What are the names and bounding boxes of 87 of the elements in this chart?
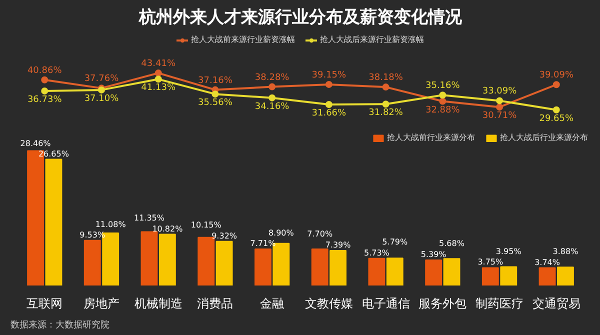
point — [41, 76, 48, 84]
data-label: 37.10% — [84, 94, 120, 104]
data-label: 30.71% — [482, 111, 518, 122]
data-label: 39.15% — [312, 70, 347, 80]
bar — [425, 259, 442, 286]
data-label: 3.88% — [552, 246, 579, 256]
data-label: 7.71% — [250, 238, 276, 248]
data-label: 33.09% — [482, 86, 518, 97]
point — [154, 76, 162, 83]
point — [268, 94, 276, 102]
bar — [557, 266, 574, 286]
data-label: 5.39% — [420, 250, 447, 259]
data-label: 36.73% — [27, 94, 62, 105]
bar — [140, 231, 158, 286]
data-label: 3.75% — [478, 258, 504, 267]
bar — [45, 158, 62, 286]
x-tick-label: 电子通信 — [362, 296, 410, 310]
data-label: 31.66% — [312, 108, 347, 119]
data-label: 35.16% — [426, 81, 460, 92]
x-tick-label: 交通贸易 — [532, 296, 580, 310]
point — [439, 98, 446, 105]
point — [552, 81, 560, 88]
point — [439, 92, 446, 99]
bar — [368, 258, 386, 286]
data-label: 40.86% — [27, 66, 62, 76]
data-label: 38.18% — [368, 73, 404, 84]
data-label: 5.79% — [382, 237, 408, 246]
data-label: 34.16% — [254, 102, 290, 112]
bar — [482, 267, 499, 286]
data-label: 3.95% — [496, 246, 522, 256]
data-label: 43.41% — [141, 59, 176, 70]
data-label: 8.90% — [268, 228, 294, 238]
legend-label: 抢人大战后行业来源分布 — [500, 132, 588, 143]
x-tick-label: 文教传媒 — [304, 296, 353, 310]
x-tick-label: 消费品 — [197, 296, 234, 310]
data-label: 11.35% — [134, 213, 165, 222]
point — [496, 104, 504, 111]
bar — [330, 250, 346, 286]
point — [382, 100, 390, 108]
legend-label: 抢人大战前来源行业薪资涨幅 — [191, 34, 295, 45]
data-label: 37.16% — [198, 76, 233, 86]
bar — [500, 266, 518, 286]
point — [552, 106, 560, 114]
data-label: 35.56% — [198, 98, 233, 108]
data-label: 41.13% — [141, 83, 176, 94]
data-label: 7.70% — [307, 230, 333, 239]
x-tick-label: 制药医疗 — [476, 296, 524, 310]
source-note: 数据来源：大数据研究院 — [10, 320, 110, 330]
data-label: 31.82% — [368, 108, 404, 118]
point — [382, 84, 390, 91]
x-tick-label: 服务外包 — [418, 296, 467, 310]
data-label: 7.39% — [325, 240, 352, 250]
bar — [216, 240, 233, 286]
point — [496, 97, 504, 104]
point — [325, 80, 332, 88]
bar — [443, 258, 460, 286]
point — [212, 90, 219, 98]
x-tick-label: 金融 — [260, 296, 284, 310]
bar — [386, 258, 404, 286]
data-label: 29.65% — [539, 114, 574, 124]
point — [41, 87, 48, 94]
bar — [311, 248, 328, 286]
point — [325, 101, 332, 108]
data-label: 37.76% — [84, 74, 120, 84]
data-label: 39.09% — [539, 70, 574, 81]
data-label: 28.46% — [20, 138, 52, 148]
x-tick-label: 互联网 — [26, 296, 63, 310]
x-tick-label: 机械制造 — [134, 296, 182, 310]
point — [268, 83, 276, 90]
bar — [254, 248, 272, 286]
point — [154, 70, 162, 77]
data-label: 11.08% — [95, 220, 126, 229]
legend-label: 抢人大战前行业来源分布 — [387, 132, 475, 143]
chart-title: 杭州外来人才来源行业分布及薪资变化情况 — [138, 8, 463, 28]
x-tick-label: 房地产 — [83, 296, 120, 310]
data-label: 32.88% — [426, 105, 460, 116]
bar — [84, 240, 101, 286]
bar — [538, 267, 556, 286]
data-label: 5.73% — [364, 248, 390, 258]
legend-label: 抢人大战后来源行业薪资涨幅 — [320, 34, 424, 45]
data-label: 3.74% — [534, 258, 560, 267]
data-label: 5.68% — [439, 239, 465, 248]
bar — [158, 234, 176, 286]
data-label: 38.28% — [254, 72, 290, 83]
data-label: 10.82% — [152, 224, 184, 234]
data-label: 10.15% — [190, 220, 222, 230]
data-label: 9.32% — [212, 231, 238, 240]
